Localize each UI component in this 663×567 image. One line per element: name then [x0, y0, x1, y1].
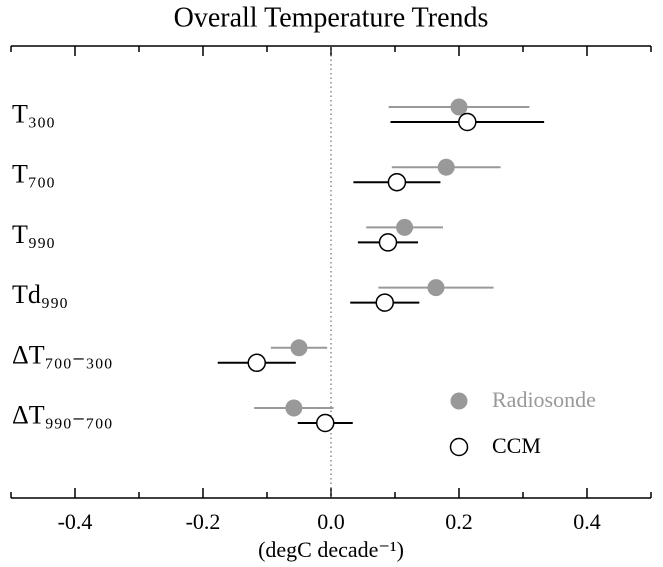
legend-label: Radiosonde	[492, 387, 596, 412]
legend-marker	[450, 392, 468, 410]
dot	[458, 112, 477, 132]
chart-title: Overall Temperature Trends	[174, 2, 489, 33]
dot	[437, 158, 455, 176]
dot	[450, 98, 468, 116]
dot	[375, 293, 395, 312]
category-label: Td₉₉₀	[12, 280, 68, 309]
x-tick-label: 0.0	[317, 509, 345, 534]
legend-label: CCM	[492, 433, 541, 458]
dot	[247, 353, 267, 373]
dot	[427, 279, 445, 297]
x-tick-label: 0.2	[445, 509, 473, 534]
x-tick-label: -0.2	[186, 509, 221, 534]
x-tick-label: -0.4	[58, 509, 93, 534]
legend-marker	[449, 437, 469, 457]
dot	[290, 339, 308, 357]
dot	[378, 233, 398, 252]
category-label: T₃₀₀	[12, 99, 55, 128]
dot	[396, 218, 414, 236]
x-tick-label: 0.4	[573, 509, 601, 534]
category-label: T₇₀₀	[12, 160, 55, 189]
dot	[285, 399, 303, 417]
category-label: ΔT₉₉₀₋₇₀₀	[12, 400, 113, 429]
category-label: T₉₉₀	[12, 220, 55, 249]
dot	[387, 172, 407, 192]
x-axis-label: (degC decade⁻¹)	[258, 537, 404, 562]
category-label: ΔT₇₀₀₋₃₀₀	[12, 340, 113, 369]
dot	[315, 413, 335, 433]
